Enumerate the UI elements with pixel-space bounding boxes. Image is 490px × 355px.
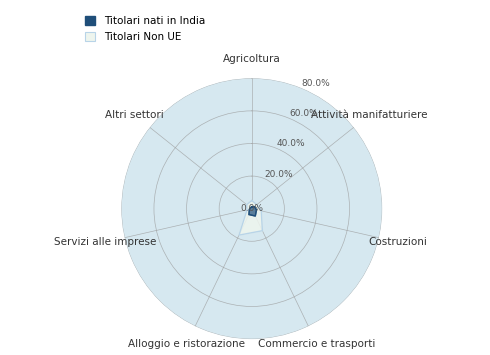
Polygon shape — [249, 207, 257, 216]
Text: 0.0%: 0.0% — [240, 204, 263, 213]
Polygon shape — [239, 201, 262, 235]
Legend: Titolari nati in India, Titolari Non UE: Titolari nati in India, Titolari Non UE — [79, 10, 210, 48]
